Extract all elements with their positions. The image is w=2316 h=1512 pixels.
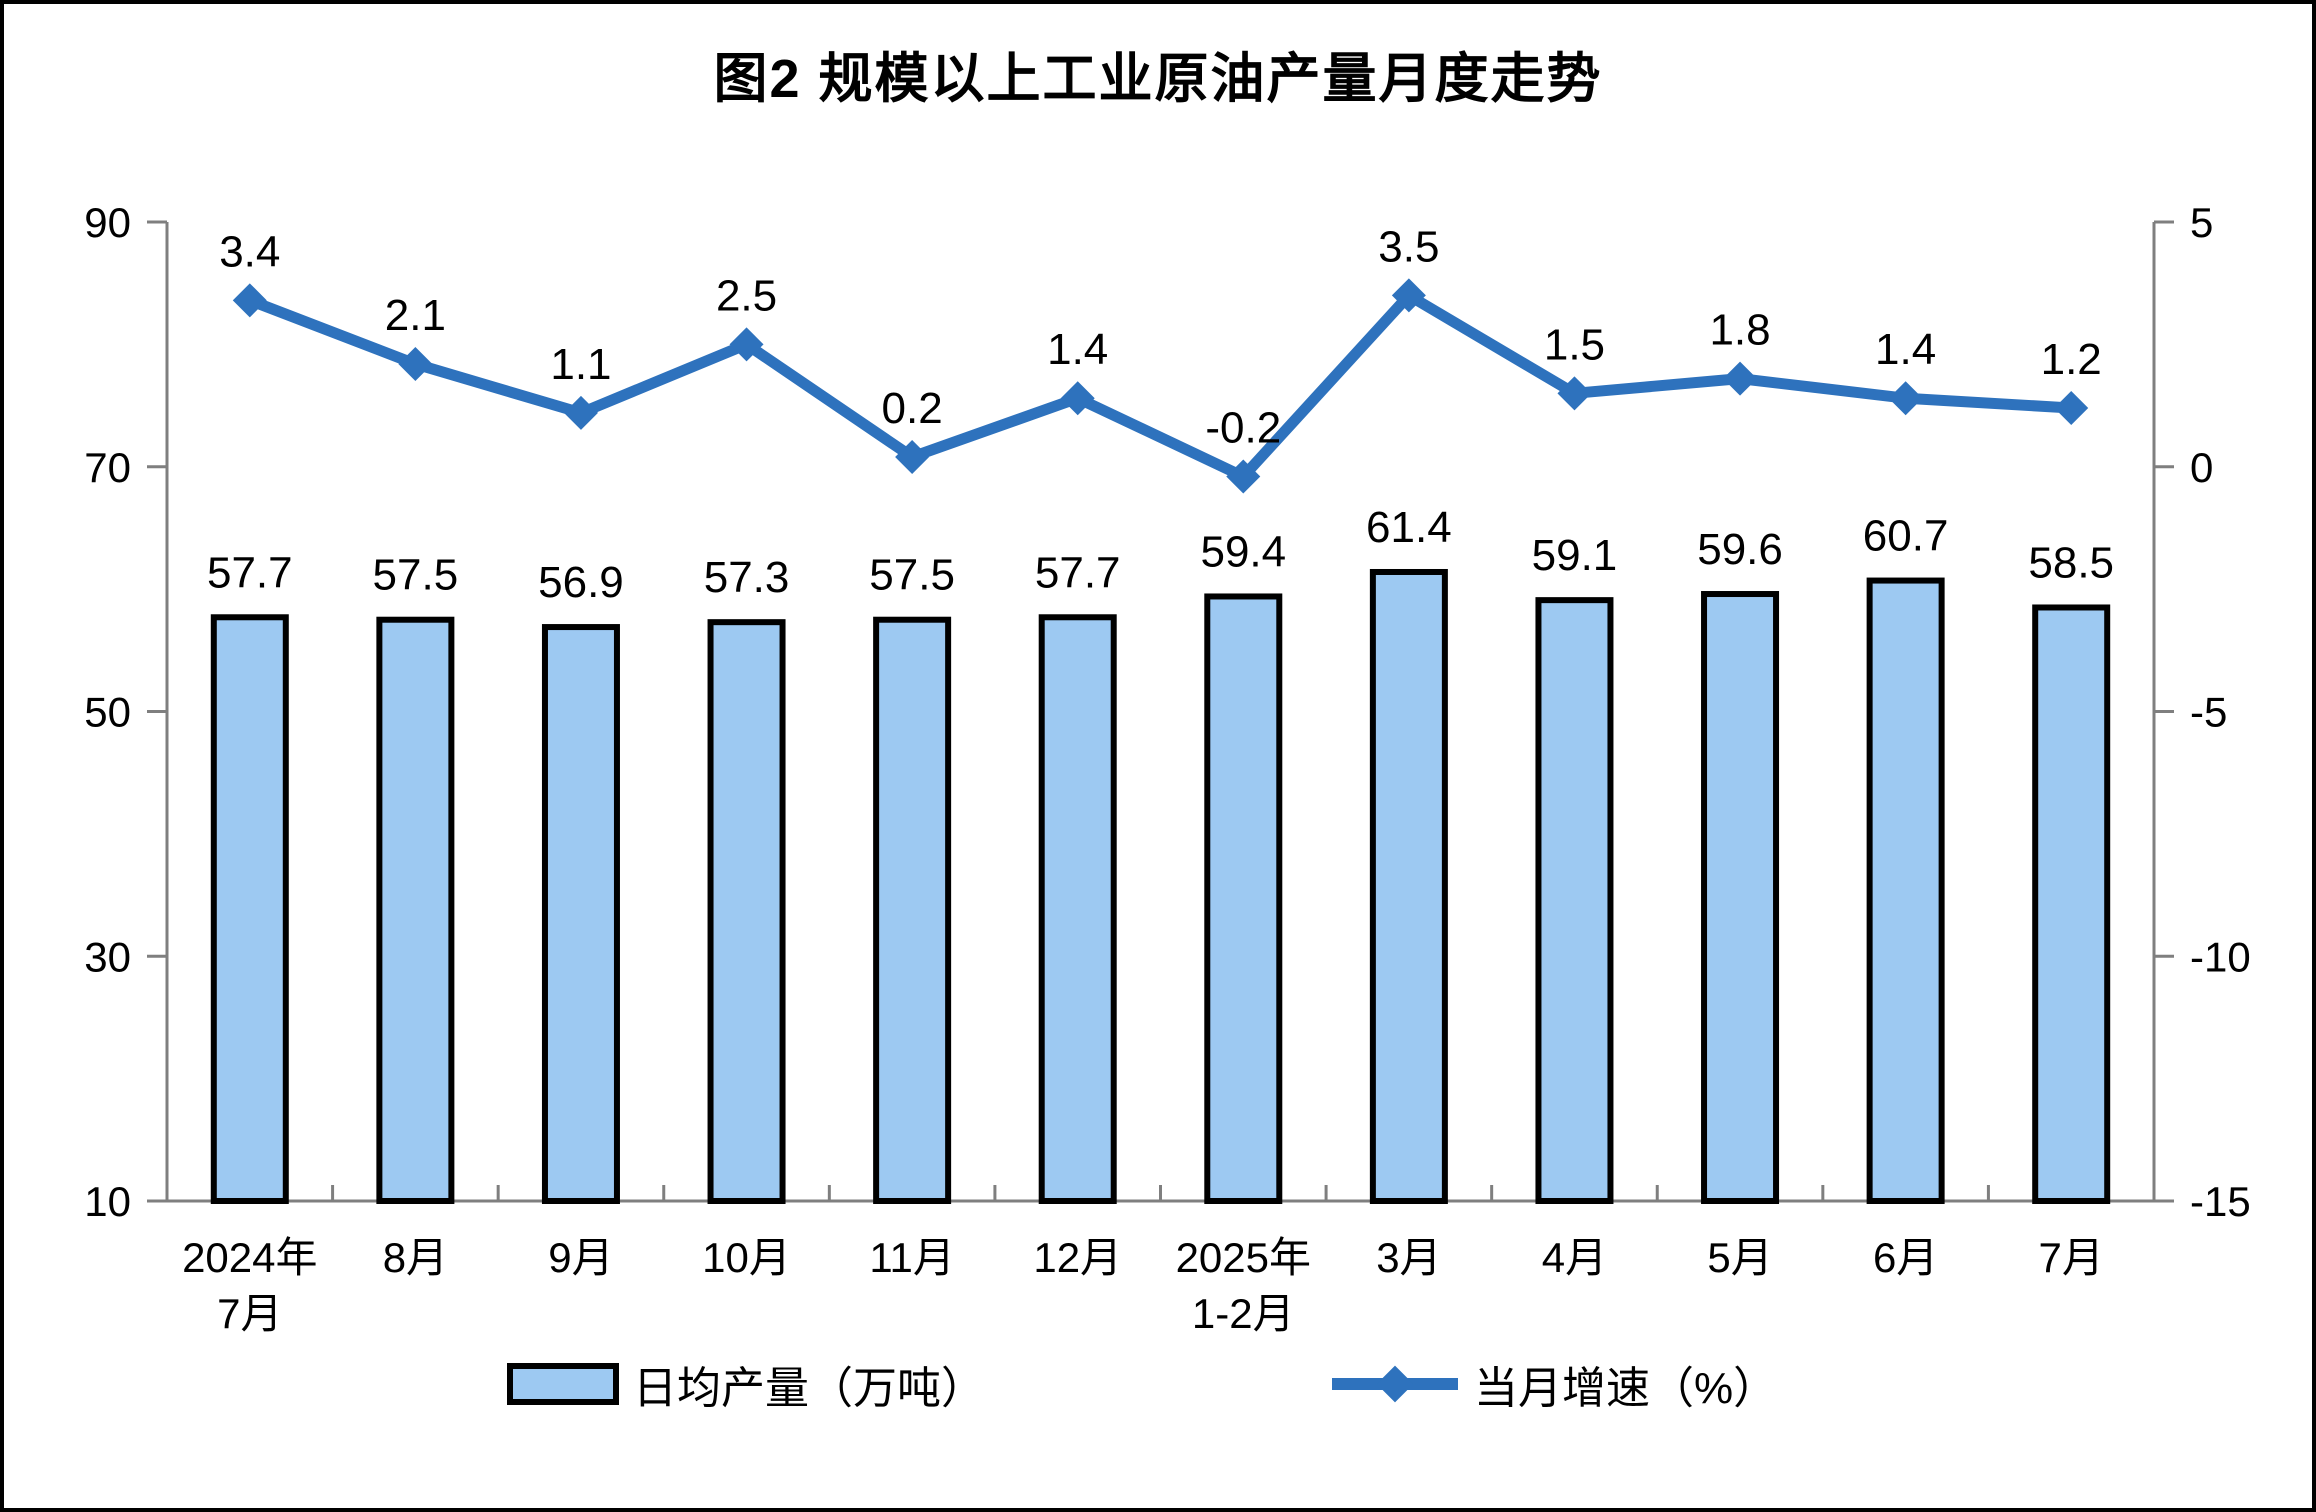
bar <box>1535 597 1614 1204</box>
legend-label-bars: 日均产量（万吨） <box>633 1364 985 1413</box>
right-axis-tick-label: 0 <box>2190 444 2213 491</box>
right-axis-tick-label: -10 <box>2190 933 2251 980</box>
right-axis-tick-label: 5 <box>2190 199 2213 246</box>
bar-value-label: 57.7 <box>207 548 293 597</box>
line-value-label: 1.5 <box>1544 320 1605 369</box>
left-axis-tick-label: 10 <box>84 1178 131 1225</box>
bar-value-label: 59.4 <box>1200 527 1286 576</box>
bar-value-label: 59.6 <box>1697 525 1783 574</box>
legend-item-bars: 日均产量（万吨） <box>507 1352 985 1416</box>
line-marker-icon <box>2054 391 2089 426</box>
line-marker-icon <box>232 283 267 318</box>
bar <box>1701 591 1780 1204</box>
left-axis-tick-label: 70 <box>84 444 131 491</box>
line-marker-icon <box>563 395 598 430</box>
left-axis-tick-label: 90 <box>84 199 131 246</box>
x-category-label: 10月 <box>702 1234 791 1281</box>
x-category-label: 1-2月 <box>1192 1290 1295 1337</box>
line-value-label: 1.4 <box>1047 325 1108 374</box>
left-axis-tick-label: 30 <box>84 933 131 980</box>
line-marker-icon <box>1723 361 1758 396</box>
bar-value-label: 57.7 <box>1035 548 1121 597</box>
x-category-label: 3月 <box>1376 1234 1441 1281</box>
bar <box>1204 593 1283 1204</box>
line-value-label: 1.8 <box>1709 306 1770 355</box>
right-axis-tick-label: -5 <box>2190 689 2227 736</box>
line-marker-icon <box>1557 376 1592 411</box>
line-value-label: 1.4 <box>1875 325 1936 374</box>
growth-line <box>244 289 2077 483</box>
bar-series-swatch-icon <box>507 1363 619 1405</box>
bar-value-label: 57.5 <box>373 551 459 600</box>
right-axis-tick-label: -15 <box>2190 1178 2251 1225</box>
bar-value-label: 60.7 <box>1863 512 1949 561</box>
line-marker-icon <box>1888 381 1923 416</box>
x-category-label: 5月 <box>1707 1234 1772 1281</box>
line-marker-icon <box>398 346 433 381</box>
x-category-label: 9月 <box>548 1234 613 1281</box>
bar <box>707 619 786 1204</box>
diamond-marker-icon <box>1376 1365 1414 1403</box>
line-value-label: 1.1 <box>550 340 611 389</box>
bar <box>2032 604 2111 1204</box>
bar-value-label: 56.9 <box>538 558 624 607</box>
line-value-label: 0.2 <box>882 384 943 433</box>
line-value-label: 1.2 <box>2041 335 2102 384</box>
x-category-label: 4月 <box>1542 1234 1607 1281</box>
x-category-label: 12月 <box>1033 1234 1122 1281</box>
line-value-label: 3.4 <box>219 227 280 276</box>
bar <box>376 616 455 1204</box>
line-marker-icon <box>1391 278 1426 313</box>
bar-value-label: 61.4 <box>1366 503 1452 552</box>
x-category-label: 7月 <box>2039 1234 2104 1281</box>
line-value-label: 3.5 <box>1378 222 1439 271</box>
bar <box>541 624 620 1204</box>
left-axis-tick-label: 50 <box>84 689 131 736</box>
x-category-label: 2024年 <box>182 1234 317 1281</box>
bar <box>1038 614 1117 1204</box>
bar <box>210 614 289 1204</box>
bar-value-label: 57.5 <box>869 551 955 600</box>
chart-title: 图2 规模以上工业原油产量月度走势 <box>713 49 1603 109</box>
bar-value-label: 58.5 <box>2028 538 2114 587</box>
line-value-label: 2.5 <box>716 271 777 320</box>
bar <box>1369 568 1448 1204</box>
bar-value-label: 59.1 <box>1532 531 1618 580</box>
line-value-label: 2.1 <box>385 291 446 340</box>
x-category-label: 8月 <box>383 1234 448 1281</box>
line-marker-icon <box>1226 459 1261 494</box>
line-value-label: -0.2 <box>1205 404 1281 453</box>
line-marker-icon <box>895 439 930 474</box>
line-marker-icon <box>1060 381 1095 416</box>
line-series-swatch-icon <box>1332 1365 1458 1403</box>
legend-item-line: 当月增速（%） <box>1332 1352 1777 1416</box>
legend-label-line: 当月增速（%） <box>1474 1364 1778 1413</box>
bar <box>873 616 952 1204</box>
bar-value-label: 57.3 <box>704 553 790 602</box>
x-category-label: 7月 <box>217 1290 282 1337</box>
x-category-label: 6月 <box>1873 1234 1938 1281</box>
line-marker-icon <box>729 327 764 362</box>
x-category-label: 2025年 <box>1176 1234 1311 1281</box>
x-category-label: 11月 <box>869 1234 955 1281</box>
bar <box>1866 577 1945 1204</box>
